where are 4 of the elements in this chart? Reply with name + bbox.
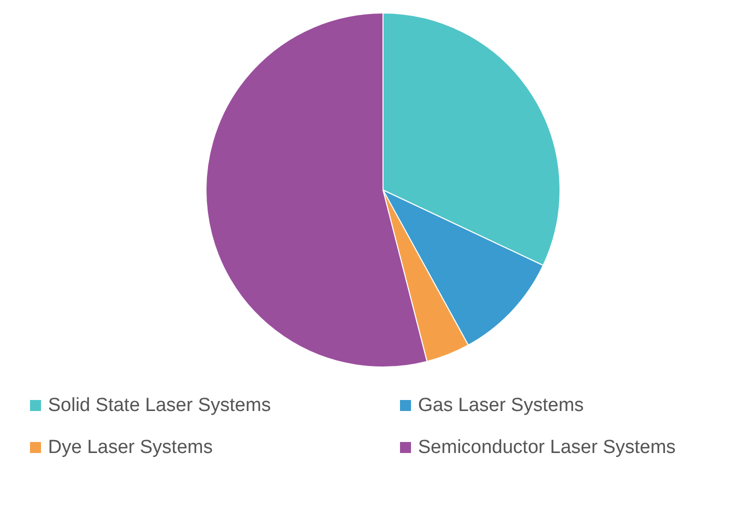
legend-label: Semiconductor Laser Systems	[418, 437, 676, 458]
legend-label: Gas Laser Systems	[418, 395, 584, 416]
legend-label: Dye Laser Systems	[48, 437, 213, 458]
legend-label: Solid State Laser Systems	[48, 395, 271, 416]
